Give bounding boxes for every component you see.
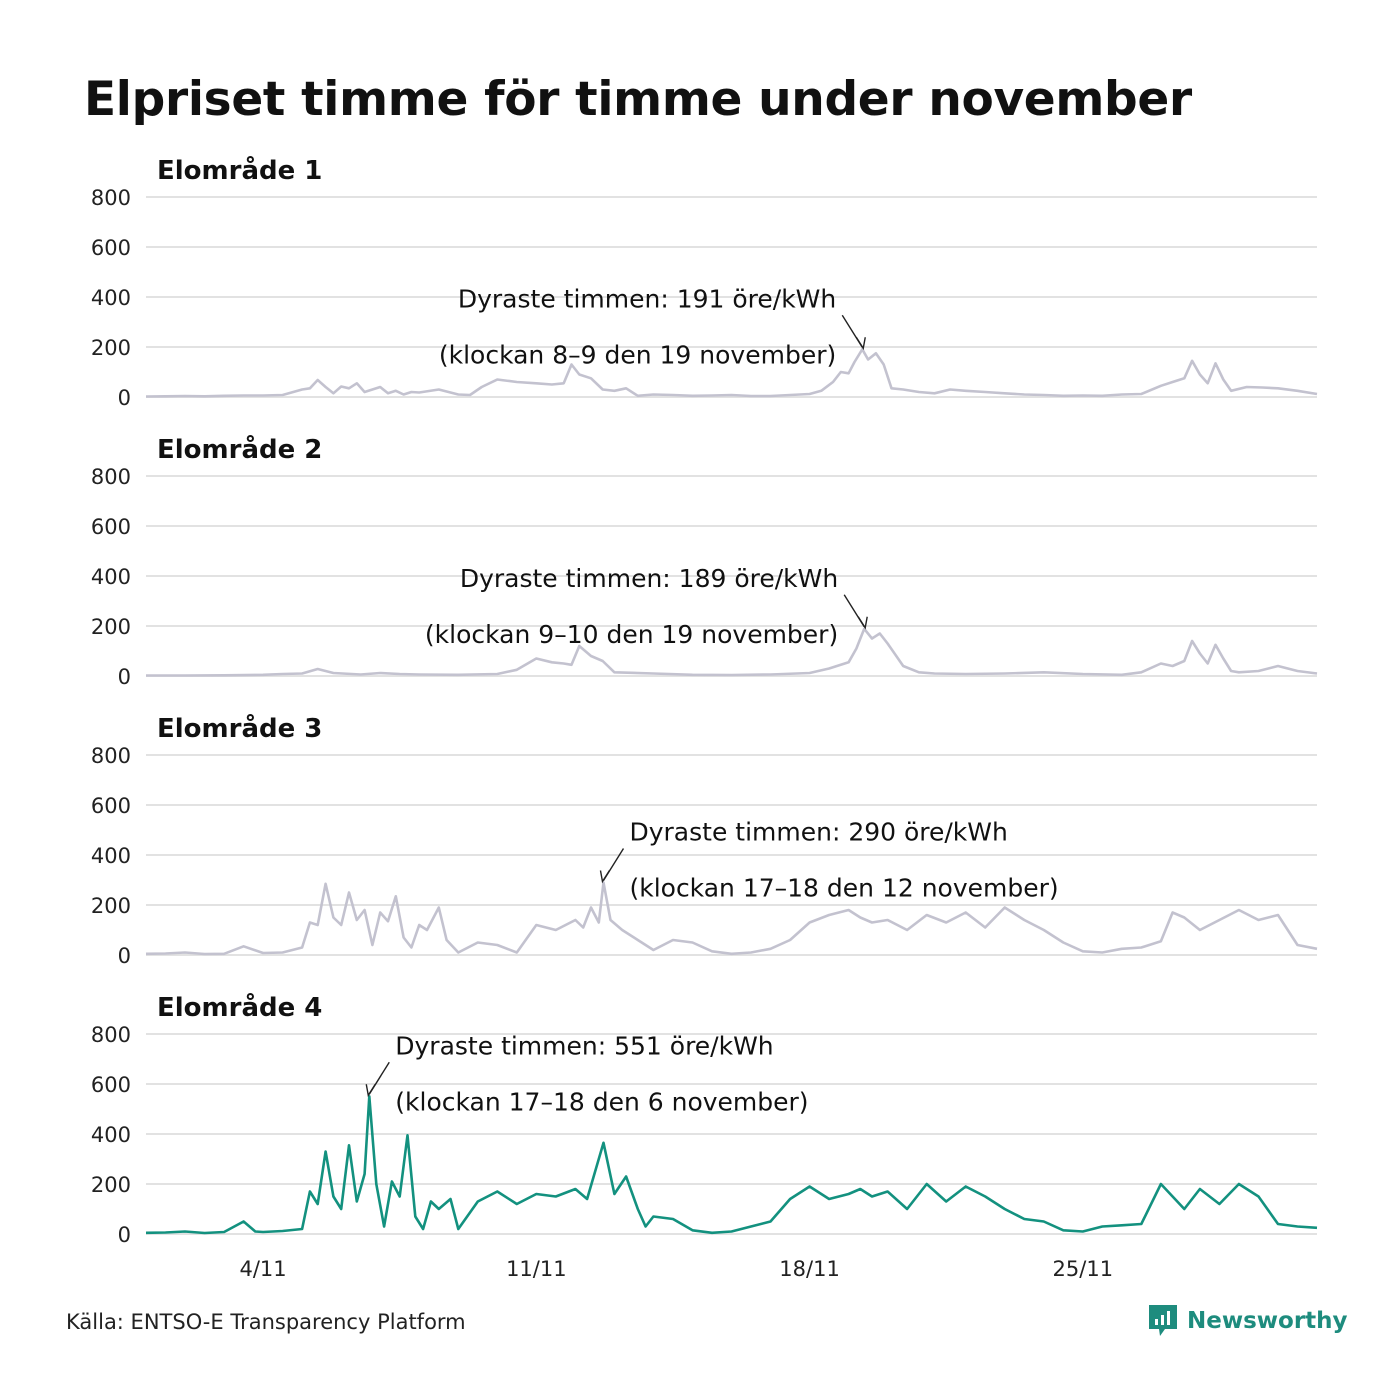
series-line — [146, 627, 1318, 677]
annotation-arrowhead — [857, 616, 868, 630]
shared-x-axis: 4/11 11/11 18/11 25/11 — [240, 1257, 1114, 1281]
y-tick-label: 400 — [91, 565, 131, 589]
annotation-arrowhead — [855, 336, 866, 351]
panel-title: Elområde 1 — [157, 154, 322, 186]
x-tick-label: 4/11 — [240, 1257, 287, 1281]
y-tick-label: 200 — [91, 336, 131, 360]
panel-title: Elområde 3 — [157, 712, 322, 744]
y-tick-label: 0 — [118, 944, 131, 968]
annotation-arrowhead — [599, 870, 611, 884]
brand-name: Newsworthy — [1187, 1308, 1348, 1334]
y-tick-label: 0 — [118, 665, 131, 689]
annotation-line-1: Dyraste timmen: 191 öre/kWh — [458, 284, 836, 313]
y-tick-label: 400 — [91, 844, 131, 868]
panel-2: Elområde 2 0 200 400 600 800 Dyraste timmen: 1… — [91, 433, 1318, 689]
series-line — [145, 348, 1318, 398]
annotation-line-2: (klockan 17–18 den 6 november) — [395, 1087, 808, 1116]
y-tick-label: 600 — [91, 1073, 131, 1097]
y-tick-label: 400 — [91, 286, 131, 310]
y-tick-label: 800 — [91, 186, 131, 210]
y-tick-label: 0 — [118, 1223, 131, 1247]
x-tick-label: 18/11 — [779, 1257, 840, 1281]
chart-title: Elpriset timme för timme under november — [84, 72, 1192, 127]
x-tick-label: 25/11 — [1053, 1257, 1114, 1281]
annotation-line-1: Dyraste timmen: 551 öre/kWh — [395, 1031, 773, 1060]
annotation-arrowhead — [365, 1083, 376, 1098]
y-tick-label: 600 — [91, 794, 131, 818]
panel-3: Elområde 3 0 200 400 600 800 Dyraste timmen: 2… — [91, 712, 1318, 968]
y-tick-label: 200 — [91, 894, 131, 918]
y-tick-label: 600 — [91, 236, 131, 260]
annotation-line-2: (klockan 17–18 den 12 november) — [629, 874, 1058, 903]
x-tick-label: 11/11 — [506, 1257, 567, 1281]
y-tick-label: 800 — [91, 1023, 131, 1047]
series-line — [145, 881, 1318, 956]
y-tick-label: 600 — [91, 515, 131, 539]
y-tick-label: 0 — [118, 386, 131, 410]
series-line — [145, 1095, 1318, 1235]
panel-title: Elområde 4 — [157, 991, 322, 1023]
y-tick-label: 400 — [91, 1123, 131, 1147]
annotation-line-1: Dyraste timmen: 189 öre/kWh — [460, 564, 838, 593]
annotation-line-2: (klockan 8–9 den 19 november) — [439, 340, 836, 369]
annotation-line-1: Dyraste timmen: 290 öre/kWh — [629, 818, 1007, 847]
y-tick-label: 800 — [91, 744, 131, 768]
annotation-line-2: (klockan 9–10 den 19 november) — [425, 620, 838, 649]
source-note: Källa: ENTSO-E Transparency Platform — [66, 1310, 466, 1334]
small-multiples-panels: Elområde 1 0 200 400 600 800 Dyraste timmen: 1… — [91, 154, 1318, 1247]
brand-logo: Newsworthy — [1147, 1303, 1348, 1339]
y-tick-label: 800 — [91, 465, 131, 489]
panel-1: Elområde 1 0 200 400 600 800 Dyraste timmen: 1… — [91, 154, 1318, 410]
y-tick-label: 200 — [91, 1173, 131, 1197]
newsworthy-logo-icon — [1149, 1305, 1177, 1336]
y-tick-label: 200 — [91, 615, 131, 639]
panel-title: Elområde 2 — [157, 433, 322, 465]
panel-4: Elområde 4 0 200 400 600 800 Dyraste timmen: 5… — [91, 991, 1318, 1247]
